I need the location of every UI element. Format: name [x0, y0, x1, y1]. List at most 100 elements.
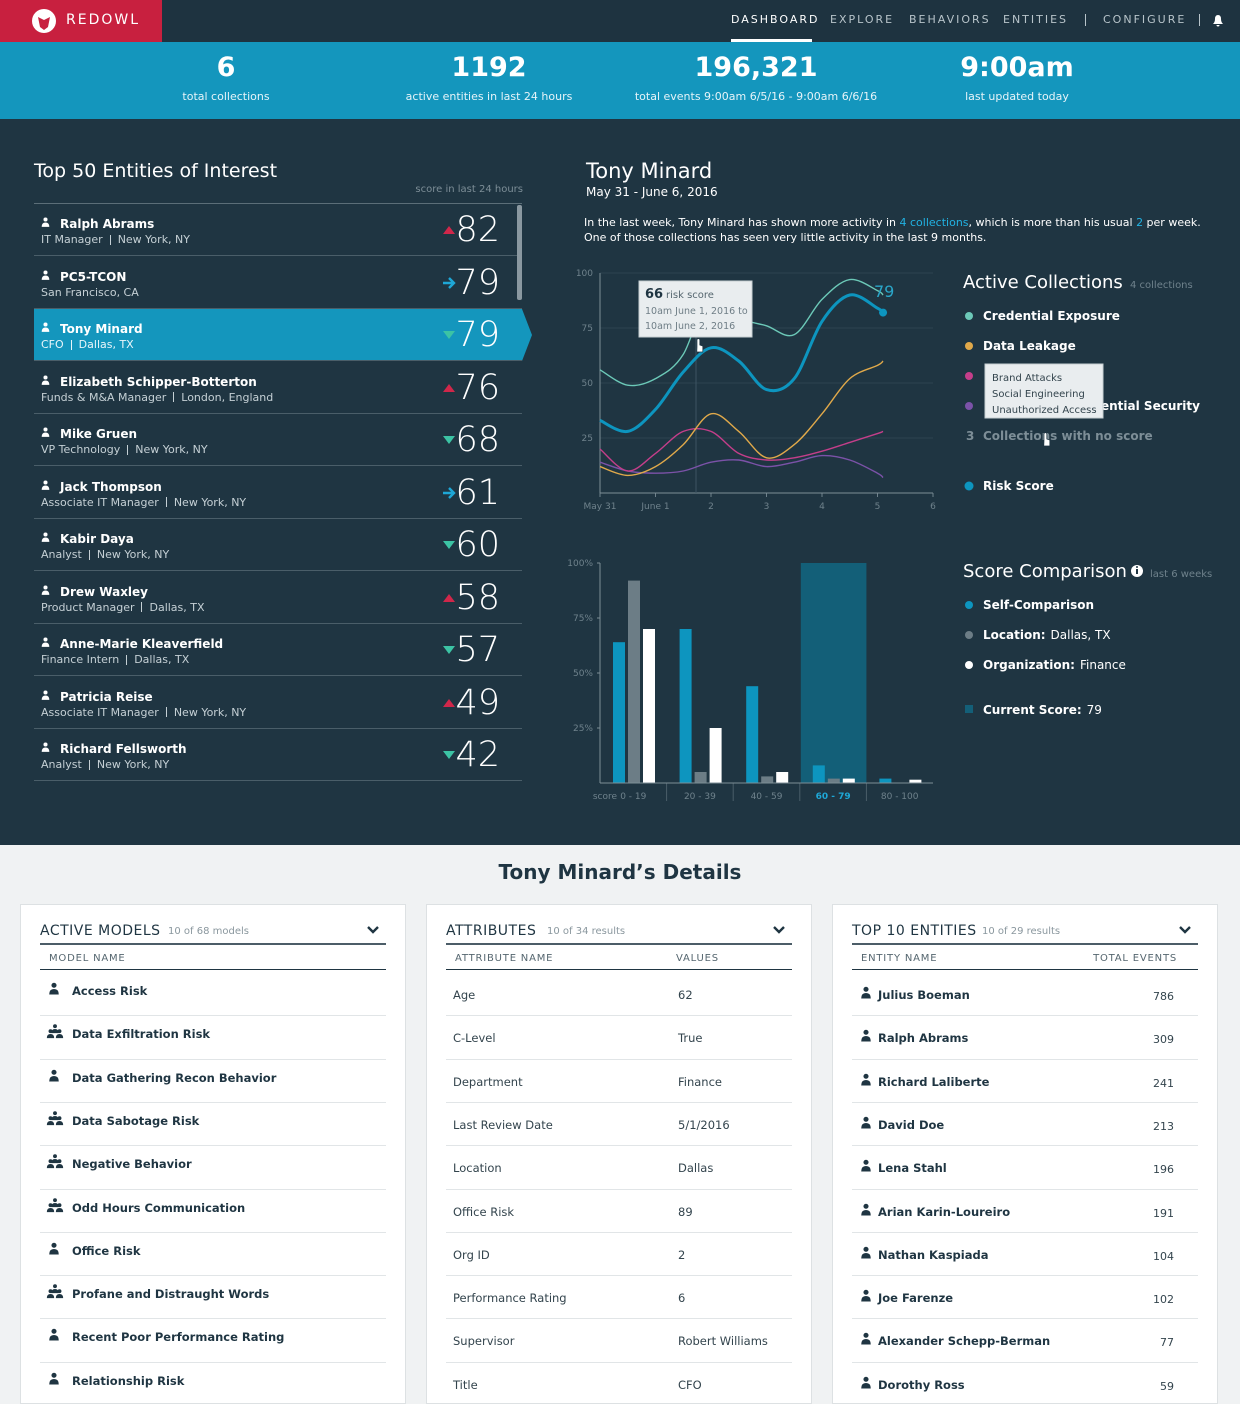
icon-head — [57, 1029, 62, 1034]
nav-item[interactable]: DASHBOARD — [731, 13, 820, 26]
trend-right — [443, 486, 456, 499]
chevron[interactable] — [772, 925, 786, 935]
person-icon — [49, 1372, 59, 1385]
model-name[interactable]: Data Gathering Recon Behavior — [72, 1070, 277, 1085]
entity-row[interactable]: Mike Gruen VP Technology New York, NY 68 — [34, 414, 522, 466]
summary-text: , which is more than his usual — [968, 216, 1137, 229]
attribute-value: 6 — [678, 1291, 686, 1306]
model-name[interactable]: Relationship Risk — [72, 1373, 185, 1388]
icon-body — [861, 1079, 871, 1086]
icon-head — [48, 1289, 53, 1294]
summary-link[interactable]: 4 collections — [899, 216, 969, 229]
scrollbar[interactable] — [517, 205, 522, 300]
icon-head — [863, 1289, 869, 1295]
entity-row[interactable]: Kabir Daya Analyst New York, NY 60 — [34, 519, 522, 571]
row-rule — [446, 1361, 792, 1363]
entity-row[interactable]: PC5-TCON San Francisco, CA 79 — [34, 257, 522, 309]
info-icon-mark — [1136, 569, 1138, 574]
legend-name: Self-Comparison — [983, 598, 1094, 612]
entity-row[interactable]: Richard Fellsworth Analyst New York, NY 42 — [34, 729, 522, 781]
model-name[interactable]: Data Exfiltration Risk — [72, 1027, 211, 1042]
entity-name[interactable]: Joe Farenze — [878, 1291, 954, 1306]
person-icon — [861, 1246, 871, 1259]
entity-name[interactable]: David Doe — [878, 1117, 945, 1132]
x-tick-label: 3 — [764, 502, 770, 512]
card: TOP 10 ENTITIES 10 of 29 results ENTITY NA… — [832, 904, 1218, 1404]
icon-body — [861, 1122, 871, 1129]
entity-row[interactable]: Drew Waxley Product Manager Dallas, TX 58 — [34, 572, 522, 624]
summary-link[interactable]: 2 — [1136, 216, 1144, 229]
model-name[interactable]: Office Risk — [72, 1243, 141, 1258]
entity-name[interactable]: Alexander Schepp-Berman — [878, 1334, 1051, 1349]
person-icon — [49, 1069, 59, 1082]
nav-active-underline — [731, 39, 812, 42]
model-name[interactable]: Access Risk — [72, 984, 148, 998]
entity-location: New York, NY — [96, 758, 170, 771]
entity-row[interactable]: Ralph Abrams IT Manager New York, NY 82 — [34, 204, 522, 256]
selected-pointer — [522, 309, 532, 361]
column-header: TOTAL EVENTS — [1093, 953, 1177, 964]
card: ATTRIBUTES 10 of 34 results ATTRIBUTE NAME… — [426, 904, 812, 1404]
attribute-name: Performance Rating — [453, 1291, 567, 1306]
nav-item[interactable]: CONFIGURE — [1103, 13, 1187, 26]
entity-name[interactable]: Nathan Kaspiada — [878, 1247, 989, 1262]
icon-body — [55, 1034, 64, 1039]
row-rule — [446, 1015, 792, 1017]
entity-row[interactable]: Anne-Marie Kleaverfield Finance Intern Dal… — [34, 624, 522, 676]
model-name[interactable]: Data Sabotage Risk — [72, 1113, 200, 1128]
column-header: MODEL NAME — [49, 953, 126, 964]
entity-name[interactable]: Ralph Abrams — [878, 1031, 969, 1046]
icon-head — [43, 532, 48, 537]
row-rule — [40, 1101, 386, 1103]
model-name[interactable]: Negative Behavior — [72, 1157, 192, 1172]
trend-shape — [443, 276, 456, 289]
icon-head — [51, 1372, 57, 1378]
entity-name[interactable]: Arian Karin-Loureiro — [878, 1204, 1011, 1219]
person-icon — [41, 427, 50, 437]
entity-name[interactable]: Dorothy Ross — [878, 1377, 965, 1392]
nav-item[interactable]: ENTITIES — [1003, 13, 1069, 26]
person-icon — [41, 637, 50, 647]
entity-score: 82 — [455, 210, 500, 250]
icon-head — [863, 1203, 869, 1209]
entity-name[interactable]: Julius Boeman — [878, 988, 970, 1002]
detail-summary: In the last week, Tony Minard has shown … — [584, 215, 1220, 245]
entity-score: 68 — [455, 420, 500, 460]
icon-body — [46, 1164, 55, 1169]
entity-name[interactable]: Lena Stahl — [878, 1161, 947, 1176]
nav-item[interactable]: EXPLORE — [830, 13, 895, 26]
model-name[interactable]: Recent Poor Performance Rating — [72, 1330, 285, 1345]
row-rule — [40, 1188, 386, 1190]
group-icon — [46, 1197, 64, 1212]
bell-icon — [1213, 15, 1223, 27]
entity-location: New York, NY — [117, 233, 190, 246]
summary-text: per week. One of those collections has s… — [584, 216, 1201, 244]
legend-fragment: ential Security — [1101, 399, 1200, 413]
chevron[interactable] — [366, 925, 380, 935]
icon-body — [861, 1209, 871, 1215]
icon-body — [49, 1248, 59, 1255]
icon-head — [57, 1116, 62, 1120]
stat-value: 1192 — [451, 52, 527, 83]
model-name[interactable]: Profane and Distraught Words — [72, 1287, 270, 1302]
entity-sub: Analyst New York, NY — [41, 758, 169, 771]
entity-row[interactable]: Elizabeth Schipper-Botterton Funds & M&A … — [34, 362, 522, 414]
entity-row[interactable]: Tony Minard CFO Dallas, TX 79 — [34, 309, 522, 361]
nav-item[interactable]: BEHAVIORS — [909, 13, 991, 26]
person-icon — [861, 1116, 871, 1129]
attribute-name: C-Level — [453, 1031, 496, 1046]
list-title: Top 50 Entities of Interest — [34, 160, 278, 182]
trend-down — [443, 331, 455, 339]
score-caption: score in last 24 hours — [415, 184, 523, 195]
chevron-shape — [1179, 926, 1191, 934]
bar — [746, 686, 759, 783]
entity-row[interactable]: Jack Thompson Associate IT Manager New Yor… — [34, 467, 522, 519]
entity-row[interactable]: Patricia Reise Associate IT Manager New Yo… — [34, 677, 522, 729]
icon-body — [51, 1029, 59, 1034]
entity-name[interactable]: Richard Laliberte — [878, 1074, 990, 1089]
entity-events: 241 — [1153, 1076, 1174, 1090]
entity-title: CFO — [41, 338, 64, 351]
model-name[interactable]: Odd Hours Communication — [72, 1200, 246, 1215]
chevron[interactable] — [1178, 925, 1192, 935]
